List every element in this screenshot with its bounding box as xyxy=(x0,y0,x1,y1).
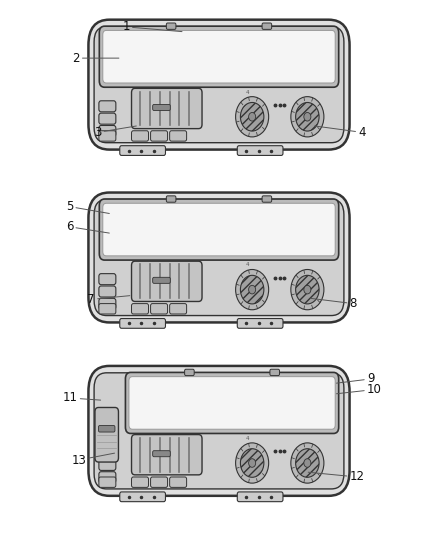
Circle shape xyxy=(236,96,268,137)
FancyBboxPatch shape xyxy=(120,492,166,502)
FancyBboxPatch shape xyxy=(237,319,283,328)
Text: 4: 4 xyxy=(245,436,249,441)
FancyBboxPatch shape xyxy=(99,131,116,141)
Circle shape xyxy=(291,270,324,310)
FancyBboxPatch shape xyxy=(170,304,187,314)
FancyBboxPatch shape xyxy=(94,199,344,316)
FancyBboxPatch shape xyxy=(99,286,116,297)
FancyBboxPatch shape xyxy=(131,477,148,487)
Circle shape xyxy=(291,96,324,137)
FancyBboxPatch shape xyxy=(185,369,194,376)
Text: 13: 13 xyxy=(71,453,115,466)
Text: 4: 4 xyxy=(245,90,249,95)
FancyBboxPatch shape xyxy=(237,146,283,156)
FancyBboxPatch shape xyxy=(99,477,116,487)
FancyBboxPatch shape xyxy=(94,373,344,489)
FancyBboxPatch shape xyxy=(131,304,148,314)
Text: 3: 3 xyxy=(94,126,136,139)
FancyBboxPatch shape xyxy=(95,408,118,462)
Text: 6: 6 xyxy=(66,220,110,233)
FancyBboxPatch shape xyxy=(166,23,176,29)
FancyBboxPatch shape xyxy=(153,277,170,284)
FancyBboxPatch shape xyxy=(170,477,187,487)
Circle shape xyxy=(240,276,264,304)
FancyBboxPatch shape xyxy=(151,304,168,314)
FancyBboxPatch shape xyxy=(153,451,170,457)
FancyBboxPatch shape xyxy=(99,113,116,124)
Circle shape xyxy=(296,276,319,304)
FancyBboxPatch shape xyxy=(125,373,339,433)
FancyBboxPatch shape xyxy=(120,146,166,156)
FancyBboxPatch shape xyxy=(129,377,335,429)
FancyBboxPatch shape xyxy=(103,203,335,256)
FancyBboxPatch shape xyxy=(262,23,272,29)
FancyBboxPatch shape xyxy=(270,369,279,376)
FancyBboxPatch shape xyxy=(131,261,202,302)
FancyBboxPatch shape xyxy=(88,366,350,496)
Text: 8: 8 xyxy=(311,297,357,310)
Text: 12: 12 xyxy=(308,471,364,483)
FancyBboxPatch shape xyxy=(99,26,339,87)
Text: 5: 5 xyxy=(66,200,110,214)
Text: 1: 1 xyxy=(122,20,182,34)
FancyBboxPatch shape xyxy=(153,104,170,110)
FancyBboxPatch shape xyxy=(131,131,148,141)
FancyBboxPatch shape xyxy=(99,298,116,309)
FancyBboxPatch shape xyxy=(99,273,116,285)
Circle shape xyxy=(296,449,319,477)
FancyBboxPatch shape xyxy=(88,192,350,322)
FancyBboxPatch shape xyxy=(99,459,116,471)
Circle shape xyxy=(304,285,311,294)
FancyBboxPatch shape xyxy=(94,27,344,143)
FancyBboxPatch shape xyxy=(166,196,176,202)
Text: 7: 7 xyxy=(88,293,130,306)
Circle shape xyxy=(304,459,311,467)
FancyBboxPatch shape xyxy=(99,472,116,483)
Circle shape xyxy=(236,443,268,483)
FancyBboxPatch shape xyxy=(151,131,168,141)
FancyBboxPatch shape xyxy=(262,196,272,202)
FancyBboxPatch shape xyxy=(99,425,115,432)
Circle shape xyxy=(291,443,324,483)
Circle shape xyxy=(249,285,256,294)
FancyBboxPatch shape xyxy=(99,125,116,136)
Circle shape xyxy=(296,102,319,131)
Circle shape xyxy=(249,112,256,121)
FancyBboxPatch shape xyxy=(131,88,202,128)
FancyBboxPatch shape xyxy=(103,30,335,83)
Text: 11: 11 xyxy=(63,392,101,405)
Circle shape xyxy=(249,459,256,467)
FancyBboxPatch shape xyxy=(99,199,339,260)
Circle shape xyxy=(240,449,264,477)
Text: 4: 4 xyxy=(245,262,249,268)
FancyBboxPatch shape xyxy=(99,304,116,314)
FancyBboxPatch shape xyxy=(88,20,350,150)
FancyBboxPatch shape xyxy=(237,492,283,502)
FancyBboxPatch shape xyxy=(120,319,166,328)
FancyBboxPatch shape xyxy=(99,447,116,458)
Text: 4: 4 xyxy=(315,126,366,139)
Circle shape xyxy=(240,102,264,131)
FancyBboxPatch shape xyxy=(131,434,202,475)
Circle shape xyxy=(304,112,311,121)
Text: 10: 10 xyxy=(336,383,382,396)
FancyBboxPatch shape xyxy=(170,131,187,141)
Text: 9: 9 xyxy=(336,373,374,385)
Circle shape xyxy=(236,270,268,310)
FancyBboxPatch shape xyxy=(99,101,116,112)
FancyBboxPatch shape xyxy=(151,477,168,487)
Text: 2: 2 xyxy=(72,52,119,64)
